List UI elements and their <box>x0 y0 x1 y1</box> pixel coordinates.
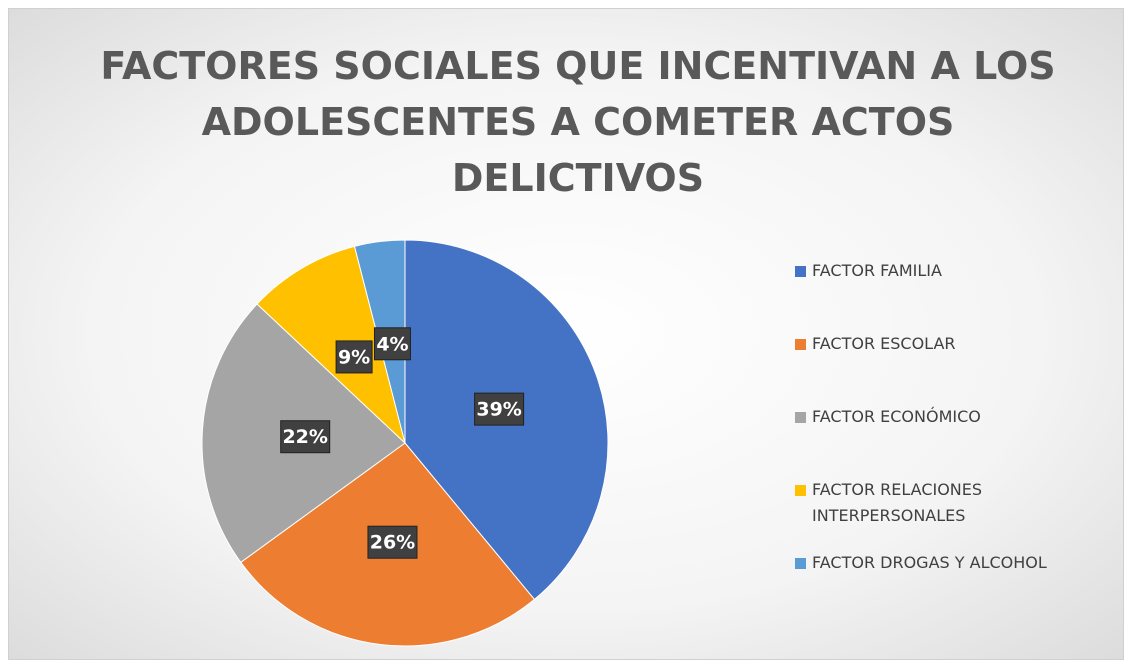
pie-slice <box>256 245 406 445</box>
data-label: 4% <box>376 333 408 355</box>
data-label-box <box>280 420 331 454</box>
legend-item: FACTOR DROGAS Y ALCOHOL <box>795 550 1125 623</box>
legend-swatch <box>795 339 806 350</box>
legend-label: FACTOR RELACIONES INTERPERSONALES <box>812 480 983 525</box>
legend-swatch <box>795 412 806 423</box>
chart-title: FACTORES SOCIALES QUE INCENTIVAN A LOS A… <box>100 44 1056 200</box>
data-label: 22% <box>282 426 327 448</box>
data-label-box <box>474 392 525 426</box>
legend-item: FACTOR FAMILIA <box>795 258 1125 331</box>
legend-label: FACTOR ESCOLAR <box>812 334 956 353</box>
data-label-box <box>373 327 411 361</box>
legend-label: FACTOR DROGAS Y ALCOHOL <box>812 553 1047 572</box>
legend-item: FACTOR ESCOLAR <box>795 331 1125 404</box>
legend: FACTOR FAMILIA FACTOR ESCOLAR FACTOR ECONÓ… <box>795 258 1125 623</box>
legend-item: FACTOR ECONÓMICO <box>795 404 1125 477</box>
legend-swatch <box>795 266 806 277</box>
data-label: 9% <box>338 346 370 368</box>
legend-swatch <box>795 485 806 496</box>
data-label-box <box>335 340 373 374</box>
data-label: 39% <box>476 399 521 421</box>
legend-swatch <box>795 558 806 569</box>
legend-label: FACTOR FAMILIA <box>812 261 942 280</box>
legend-label: FACTOR ECONÓMICO <box>812 407 981 426</box>
data-label-box <box>367 525 418 559</box>
data-label: 26% <box>370 532 415 554</box>
legend-item: FACTOR RELACIONES INTERPERSONALES <box>795 477 1125 550</box>
